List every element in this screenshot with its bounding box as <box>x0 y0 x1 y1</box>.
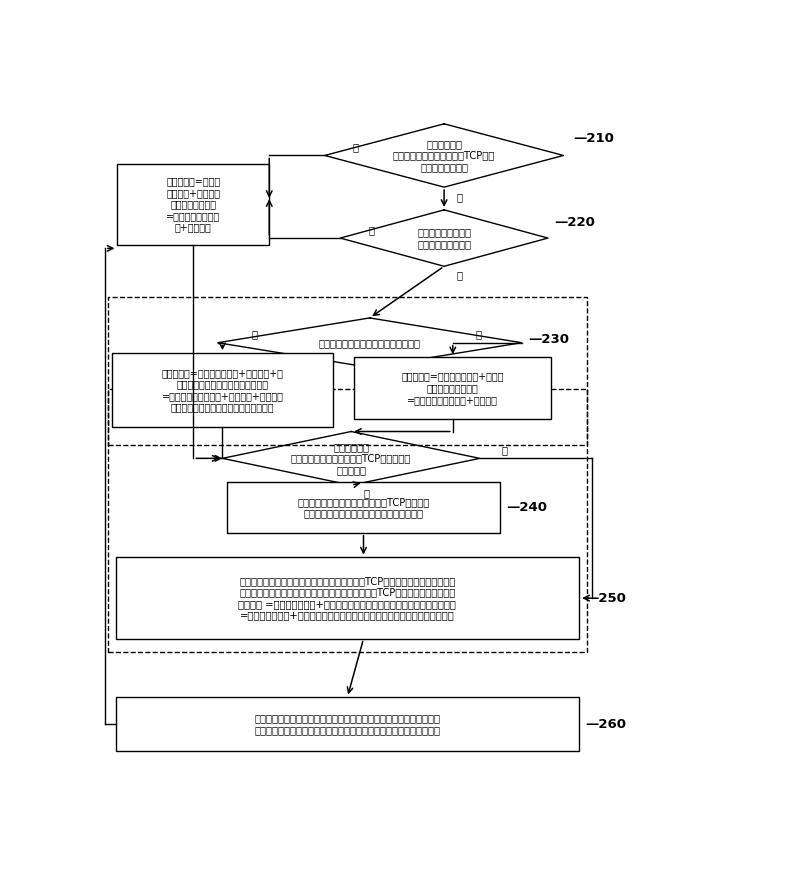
Text: 期待序列号=当前期待序列号+报文长度+拼
好的乱序数据长度；期待序列号偏移
=当前期待序列号偏移+报文长度+拼好的乱
序数据长度；同时更新乱序数据段描述符: 期待序列号=当前期待序列号+报文长度+拼 好的乱序数据长度；期待序列号偏移 =当… <box>162 367 283 413</box>
Text: 判断负载数据缓冲区
中是否存在乱序数据: 判断负载数据缓冲区 中是否存在乱序数据 <box>417 227 471 249</box>
Bar <box>227 483 500 533</box>
Text: 期待序列号=当前期
待序列号+报文长度
；期待序列号偏移
=当前期待序列号偏
移+报文长度: 期待序列号=当前期 待序列号+报文长度 ；期待序列号偏移 =当前期待序列号偏 移… <box>166 176 220 232</box>
Text: 否: 否 <box>368 224 374 235</box>
Text: 否: 否 <box>363 488 370 499</box>
Text: —210: —210 <box>573 131 614 145</box>
Text: 判断所述负载数据的序列号是否均小于当前所述TCP流记录中的期待序列号，若
是，则当前待处理报文被视为老数据包，不修改所述TCP流记录；否则，所述期
待序列号 =: 判断所述负载数据的序列号是否均小于当前所述TCP流记录中的期待序列号，若 是，则… <box>238 576 456 620</box>
Bar <box>354 358 551 419</box>
Text: 判断当前处理
报文的序列号是否等于当前TCP流记
录中的期待序列号: 判断当前处理 报文的序列号是否等于当前TCP流记 录中的期待序列号 <box>393 139 495 172</box>
Bar <box>115 697 579 751</box>
Text: —220: —220 <box>554 216 595 230</box>
Bar <box>112 353 333 427</box>
Text: 判断更新后的缓存数据段描述符是否要求分配新的单元缓冲块，若是，
表示需要申请新的单元缓冲块；否则，表示不需要申请新的单元缓冲块: 判断更新后的缓存数据段描述符是否要求分配新的单元缓冲块，若是， 表示需要申请新的… <box>254 713 440 735</box>
Text: —250: —250 <box>586 592 626 604</box>
Text: —260: —260 <box>586 718 626 730</box>
Text: 判断当前处理报文与乱文数据是否相邻: 判断当前处理报文与乱文数据是否相邻 <box>318 338 421 348</box>
Text: 按照当前报文的负载数据在其所属TCP流的负载
数据缓冲区的存放位置更新缓存数据段描述符: 按照当前报文的负载数据在其所属TCP流的负载 数据缓冲区的存放位置更新缓存数据段… <box>298 497 430 519</box>
Bar <box>108 389 586 653</box>
Text: 是: 是 <box>457 192 462 202</box>
Text: 是: 是 <box>502 445 507 455</box>
Bar <box>115 558 579 638</box>
Text: —240: —240 <box>506 501 547 514</box>
Text: 是: 是 <box>457 270 462 280</box>
Bar <box>108 297 586 444</box>
Text: 否: 否 <box>475 330 481 340</box>
Text: —230: —230 <box>528 333 569 346</box>
Bar <box>118 164 270 245</box>
Text: 判断当前处理
报文的序列号是否小于当前TCP流记录中的
期待序列号: 判断当前处理 报文的序列号是否小于当前TCP流记录中的 期待序列号 <box>291 442 411 475</box>
Text: 期待序列号=当前期待序列号+报文长
度；期待序列号偏移
=当前期待序列号偏移+报文长度: 期待序列号=当前期待序列号+报文长 度；期待序列号偏移 =当前期待序列号偏移+报… <box>402 372 504 405</box>
Text: 是: 是 <box>252 330 258 340</box>
Text: 否: 否 <box>353 142 358 152</box>
